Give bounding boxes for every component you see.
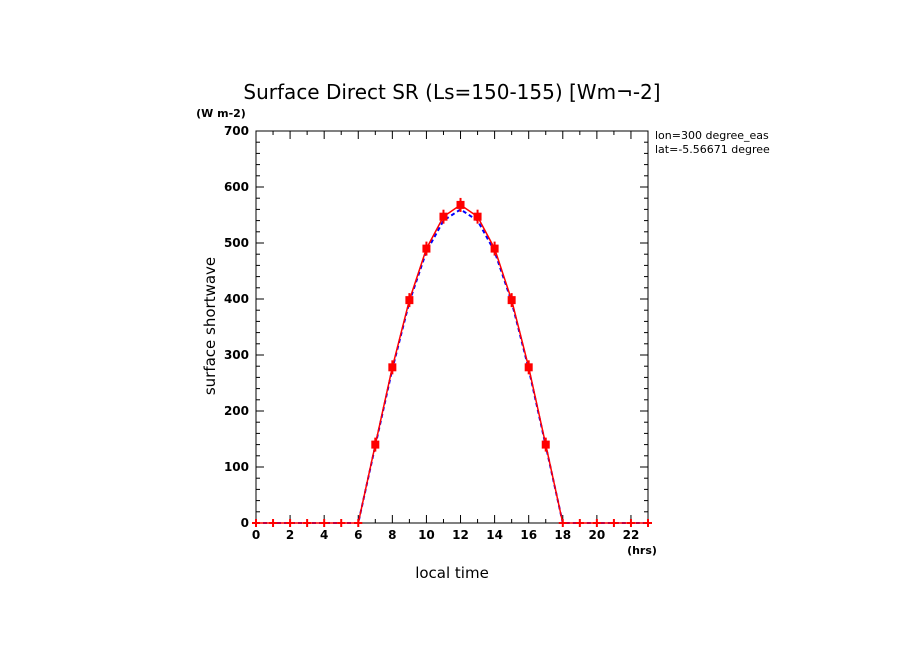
y-tick-label: 0 (241, 516, 249, 530)
series-1-line (256, 204, 648, 524)
series-0-line (256, 208, 648, 524)
chart-title: Surface Direct SR (Ls=150-155) [Wm¬-2] (243, 80, 660, 104)
x-tick-label: 10 (418, 528, 435, 542)
x-tick-label: 8 (388, 528, 396, 542)
x-units-label: (hrs) (627, 544, 657, 557)
series-layer (252, 197, 652, 527)
x-tick-label: 18 (554, 528, 571, 542)
x-tick-label: 16 (520, 528, 537, 542)
y-tick-label: 500 (224, 236, 249, 250)
y-tick-label: 300 (224, 348, 249, 362)
annotation-lon: lon=300 degree_eas (655, 129, 769, 142)
y-tick-label: 600 (224, 180, 249, 194)
x-axis-label: local time (415, 564, 489, 582)
y-units-label: (W m-2) (196, 107, 246, 120)
x-tick-label: 22 (623, 528, 640, 542)
y-axis-label: surface shortwave (201, 257, 219, 395)
x-tick-label: 0 (252, 528, 260, 542)
x-tick-label: 6 (354, 528, 362, 542)
y-tick-label: 200 (224, 404, 249, 418)
x-tick-label: 14 (486, 528, 503, 542)
annotation-lat: lat=-5.56671 degree (655, 143, 770, 156)
y-tick-label: 400 (224, 292, 249, 306)
x-tick-label: 4 (320, 528, 328, 542)
x-tick-label: 12 (452, 528, 469, 542)
x-tick-label: 2 (286, 528, 294, 542)
plot-frame (255, 130, 649, 524)
x-tick-label: 20 (589, 528, 606, 542)
axes: 0 2 4 6 8 10 12 14 16 18 20 22 0 100 200 300 400 500 600 70… (224, 124, 649, 542)
y-tick-label: 100 (224, 460, 249, 474)
y-tick-label: 700 (224, 124, 249, 138)
